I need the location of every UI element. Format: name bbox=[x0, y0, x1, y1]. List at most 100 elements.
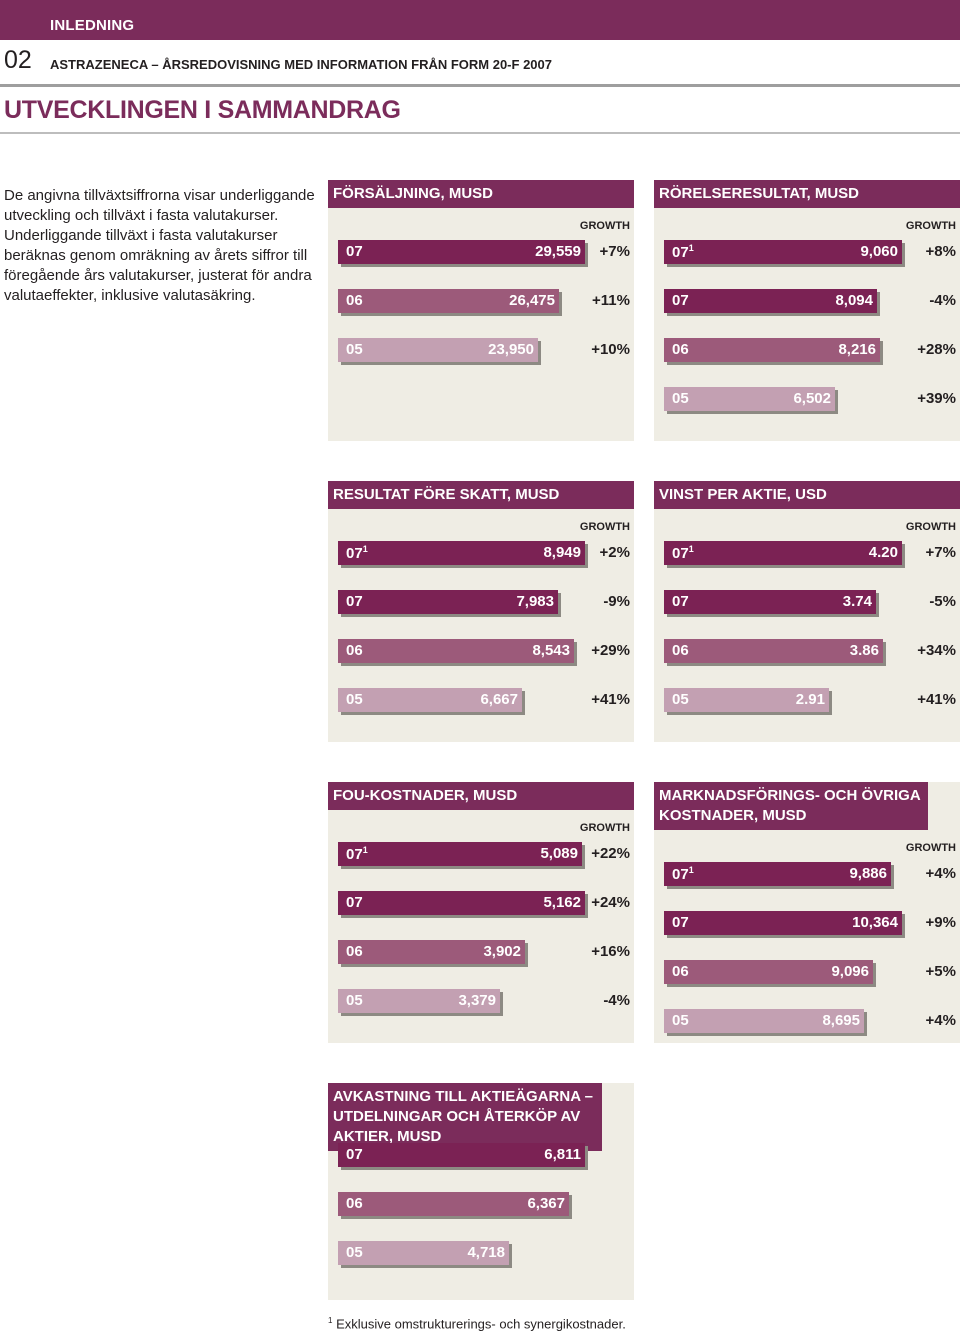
growth-value: +41% bbox=[917, 691, 956, 708]
bar-year-label: 05 bbox=[672, 1012, 689, 1029]
chart-bar: 05 6,667 bbox=[338, 688, 522, 712]
growth-value: +7% bbox=[925, 544, 956, 561]
chart-bar: 07 5,162 bbox=[338, 891, 585, 915]
chart-bar: 06 8,543 bbox=[338, 639, 574, 663]
footnote-mark: 1 bbox=[688, 243, 694, 253]
footnote-mark: 1 bbox=[688, 544, 694, 554]
bar-year-label: 071 bbox=[346, 845, 368, 863]
bar-value-label: 3.86 bbox=[849, 642, 879, 659]
chart-title: VINST PER AKTIE, USD bbox=[654, 481, 960, 509]
bar-year-label: 07 bbox=[346, 1146, 363, 1163]
growth-value: -4% bbox=[929, 292, 956, 309]
page-number: 02 bbox=[4, 46, 32, 74]
growth-value: +22% bbox=[591, 845, 630, 862]
growth-header: GROWTH bbox=[579, 220, 630, 232]
growth-value: +29% bbox=[591, 642, 630, 659]
bar-value-label: 8,216 bbox=[838, 341, 876, 358]
bar-value-label: 9,096 bbox=[831, 963, 869, 980]
chart-bar: 06 3,902 bbox=[338, 940, 525, 964]
chart-panel: FÖRSÄLJNING, MUSD GROWTH 07 29,559 +7% 06 26,4… bbox=[328, 180, 634, 441]
bar-year-label: 06 bbox=[672, 963, 689, 980]
document-title: ASTRAZENECA – ÅRSREDOVISNING MED INFORMA… bbox=[50, 57, 552, 72]
bar-value-label: 3,902 bbox=[483, 943, 521, 960]
bar-value-label: 5,162 bbox=[543, 894, 581, 911]
chart-bar: 071 5,089 bbox=[338, 842, 582, 866]
bar-year-label: 06 bbox=[346, 1195, 363, 1212]
chart-panel: RÖRELSERESULTAT, MUSD GROWTH 071 9,060 +8% 07… bbox=[654, 180, 960, 441]
chart-panel: VINST PER AKTIE, USD GROWTH 071 4.20 +7% 07 3.… bbox=[654, 481, 960, 742]
growth-header: GROWTH bbox=[579, 822, 630, 834]
bar-year-label: 071 bbox=[672, 544, 694, 562]
chart-title: AVKASTNING TILL AKTIEÄGARNA – UTDELNINGA… bbox=[328, 1083, 602, 1151]
chart-title: FOU-KOSTNADER, MUSD bbox=[328, 782, 634, 810]
bar-year-label: 06 bbox=[346, 292, 363, 309]
chart-bar: 05 3,379 bbox=[338, 989, 500, 1013]
growth-value: +24% bbox=[591, 894, 630, 911]
bar-value-label: 10,364 bbox=[852, 914, 898, 931]
chart-panel: RESULTAT FÖRE SKATT, MUSD GROWTH 071 8,949 +… bbox=[328, 481, 634, 742]
chart-bar: 06 8,216 bbox=[664, 338, 880, 362]
chart-title: RÖRELSERESULTAT, MUSD bbox=[654, 180, 960, 208]
chart-bar: 06 6,367 bbox=[338, 1192, 569, 1216]
section-header-bar: INLEDNING bbox=[0, 0, 960, 40]
growth-header: GROWTH bbox=[579, 521, 630, 533]
bar-year-label: 071 bbox=[346, 544, 368, 562]
growth-value: +28% bbox=[917, 341, 956, 358]
bar-value-label: 3.74 bbox=[842, 593, 872, 610]
chart-bar: 071 8,949 bbox=[338, 541, 585, 565]
growth-value: -9% bbox=[603, 593, 630, 610]
footnote-mark: 1 bbox=[328, 1316, 333, 1325]
chart-bar: 05 2.91 bbox=[664, 688, 829, 712]
chart-bar: 05 8,695 bbox=[664, 1009, 864, 1033]
bar-year-label: 07 bbox=[672, 593, 689, 610]
chart-bar: 07 10,364 bbox=[664, 911, 902, 935]
bar-year-label: 06 bbox=[672, 642, 689, 659]
bar-value-label: 29,559 bbox=[535, 243, 581, 260]
bar-year-label: 07 bbox=[672, 914, 689, 931]
chart-bar: 07 8,094 bbox=[664, 289, 877, 313]
growth-value: -5% bbox=[929, 593, 956, 610]
chart-panel: FOU-KOSTNADER, MUSD GROWTH 071 5,089 +22% 07 5… bbox=[328, 782, 634, 1043]
bar-value-label: 26,475 bbox=[509, 292, 555, 309]
bar-value-label: 5,089 bbox=[540, 845, 578, 862]
bar-year-label: 05 bbox=[672, 691, 689, 708]
bar-year-label: 07 bbox=[672, 292, 689, 309]
growth-value: +8% bbox=[925, 243, 956, 260]
bar-value-label: 8,094 bbox=[835, 292, 873, 309]
bar-year-label: 071 bbox=[672, 865, 694, 883]
bar-value-label: 2.91 bbox=[795, 691, 825, 708]
chart-bar: 07 7,983 bbox=[338, 590, 558, 614]
growth-value: +34% bbox=[917, 642, 956, 659]
bar-value-label: 9,886 bbox=[849, 865, 887, 882]
divider bbox=[0, 84, 960, 87]
bar-value-label: 8,695 bbox=[822, 1012, 860, 1029]
chart-bar: 05 6,502 bbox=[664, 387, 835, 411]
chart-bar: 06 26,475 bbox=[338, 289, 559, 313]
bar-year-label: 071 bbox=[672, 243, 694, 261]
bar-year-label: 05 bbox=[672, 390, 689, 407]
chart-bar: 05 23,950 bbox=[338, 338, 538, 362]
chart-bar: 071 9,886 bbox=[664, 862, 891, 886]
growth-value: +4% bbox=[925, 1012, 956, 1029]
chart-bar: 071 4.20 bbox=[664, 541, 902, 565]
bar-value-label: 6,811 bbox=[544, 1146, 581, 1163]
divider bbox=[0, 132, 960, 134]
chart-title: FÖRSÄLJNING, MUSD bbox=[328, 180, 634, 208]
bar-value-label: 3,379 bbox=[458, 992, 496, 1009]
bar-value-label: 7,983 bbox=[516, 593, 554, 610]
growth-value: +10% bbox=[591, 341, 630, 358]
footnote-text: Exklusive omstrukturerings- och synergik… bbox=[336, 1316, 626, 1332]
growth-value: +11% bbox=[592, 292, 630, 309]
growth-header: GROWTH bbox=[905, 220, 956, 232]
chart-bar: 07 6,811 bbox=[338, 1143, 585, 1167]
page-title: UTVECKLINGEN I SAMMANDRAG bbox=[4, 96, 401, 124]
bar-value-label: 4,718 bbox=[467, 1244, 505, 1261]
growth-value: +16% bbox=[591, 943, 630, 960]
chart-bar: 071 9,060 bbox=[664, 240, 902, 264]
bar-value-label: 6,367 bbox=[527, 1195, 565, 1212]
chart-bar: 06 9,096 bbox=[664, 960, 873, 984]
growth-value: -4% bbox=[603, 992, 630, 1009]
growth-header: GROWTH bbox=[905, 842, 956, 854]
chart-title: RESULTAT FÖRE SKATT, MUSD bbox=[328, 481, 634, 509]
bar-year-label: 07 bbox=[346, 894, 363, 911]
